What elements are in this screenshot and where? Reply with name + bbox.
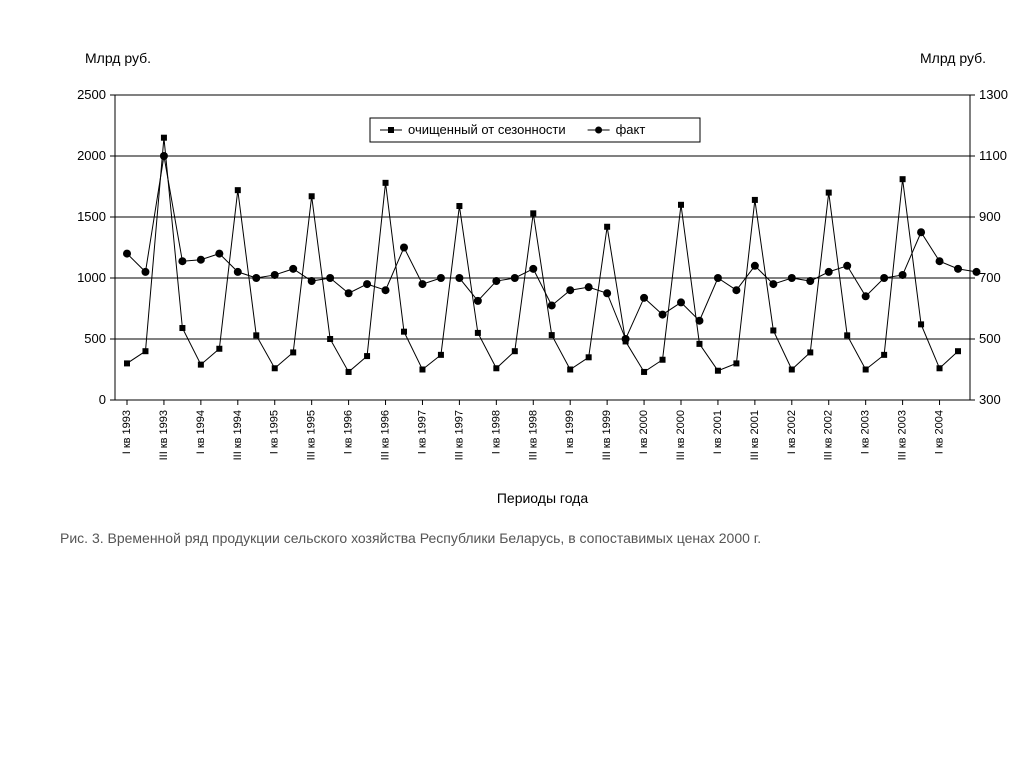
svg-text:I кв 2001: I кв 2001 [712,410,724,454]
svg-text:700: 700 [979,270,1001,285]
svg-text:500: 500 [979,331,1001,346]
svg-text:III кв 1995: III кв 1995 [306,410,318,460]
svg-text:III кв 1996: III кв 1996 [380,410,392,460]
svg-text:III кв 1994: III кв 1994 [232,410,244,460]
svg-text:III кв 2001: III кв 2001 [749,410,761,460]
svg-text:I кв 2000: I кв 2000 [638,410,650,454]
svg-text:I кв 2002: I кв 2002 [786,410,798,454]
svg-text:I кв 1998: I кв 1998 [490,410,502,454]
svg-text:III кв 2000: III кв 2000 [675,410,687,460]
svg-text:III кв 2002: III кв 2002 [823,410,835,460]
svg-text:2500: 2500 [77,87,106,102]
svg-text:I кв 1995: I кв 1995 [269,410,281,454]
time-series-chart: 0 500 1000 1500 2000 2500 300 500 700 900 1100 1300… [0,0,1024,510]
svg-text:I кв 1994: I кв 1994 [195,410,207,454]
left-y-axis-title: Млрд руб. [85,50,151,66]
svg-text:900: 900 [979,209,1001,224]
svg-text:III кв 1998: III кв 1998 [527,410,539,460]
svg-text:1000: 1000 [77,270,106,285]
chart-container: Млрд руб. Млрд руб. 0 500 1000 1500 2000 2500… [0,0,1024,767]
svg-text:1500: 1500 [77,209,106,224]
svg-text:300: 300 [979,392,1001,407]
svg-text:очищенный от сезонности: очищенный от сезонности [408,122,566,137]
svg-text:факт: факт [616,122,646,137]
svg-text:1100: 1100 [979,148,1007,163]
svg-text:I кв 1997: I кв 1997 [416,410,428,454]
x-axis-title: Периоды года [115,490,970,506]
svg-text:I кв 2003: I кв 2003 [860,410,872,454]
svg-text:I кв 1999: I кв 1999 [564,410,576,454]
svg-text:III кв 1997: III кв 1997 [453,410,465,460]
svg-text:III кв 2003: III кв 2003 [897,410,909,460]
svg-text:III кв 1993: III кв 1993 [158,410,170,460]
svg-text:I кв 1996: I кв 1996 [343,410,355,454]
figure-caption: Рис. 3. Временной ряд продукции сельског… [60,530,980,546]
svg-text:I кв 2004: I кв 2004 [934,410,946,454]
svg-text:2000: 2000 [77,148,106,163]
svg-text:0: 0 [99,392,106,407]
right-y-axis-title: Млрд руб. [920,50,986,66]
svg-text:1300: 1300 [979,87,1008,102]
svg-text:500: 500 [84,331,106,346]
svg-text:III кв 1999: III кв 1999 [601,410,613,460]
svg-text:I кв 1993: I кв 1993 [121,410,133,454]
